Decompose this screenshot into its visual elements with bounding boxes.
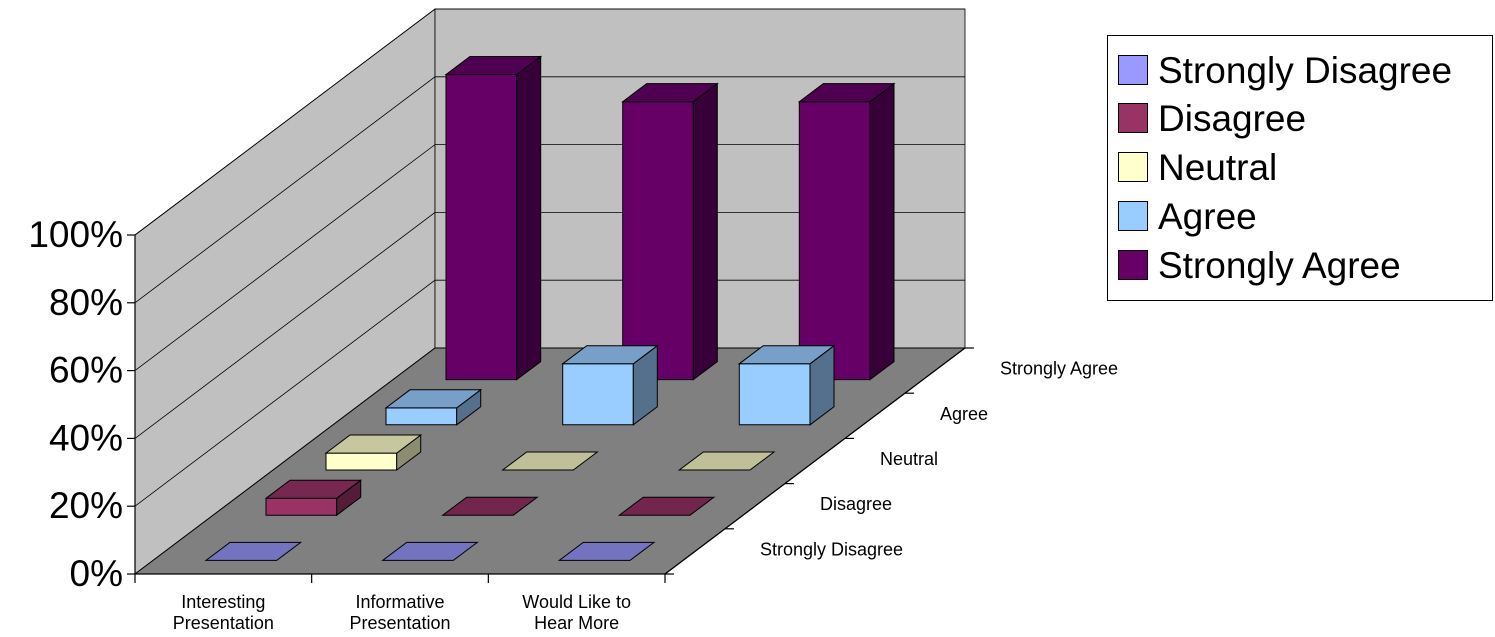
bar-neutral-2: [501, 451, 599, 471]
series-axis-label-agree: Agree: [940, 404, 988, 424]
gridline: [134, 8, 965, 236]
bar-flat: [381, 541, 479, 561]
legend-item-strongly-disagree: Strongly Disagree: [1118, 46, 1452, 94]
legend-item-disagree: Disagree: [1118, 94, 1306, 142]
bar-top: [444, 56, 543, 75]
x-category-label-line: Presentation: [173, 613, 274, 633]
bar-flat: [501, 451, 599, 471]
legend-label: Strongly Disagree: [1158, 49, 1453, 91]
bar-front: [562, 363, 634, 426]
bar-flat: [204, 541, 303, 561]
legend-swatch: [1118, 250, 1148, 280]
bar-flat: [557, 541, 656, 561]
x-category-label: Would Like to Hear More: [522, 592, 631, 633]
bar-strongly-disagree-2: [381, 541, 479, 561]
x-category-label-line: Informative: [355, 592, 444, 612]
bar-side: [516, 55, 542, 381]
bar-disagree-3: [617, 496, 716, 516]
bar-top: [621, 83, 719, 103]
legend-label: Strongly Agree: [1158, 244, 1401, 286]
bar-side: [692, 82, 718, 381]
chart-axes: [127, 234, 974, 583]
bar-strongly-agree-2: [621, 82, 719, 381]
bar-strongly-disagree-3: [557, 541, 656, 561]
x-category-label-line: Would Like to: [522, 592, 631, 612]
bar-top: [264, 479, 363, 499]
bar-front: [445, 74, 518, 381]
y-tick-label: 40%: [49, 417, 123, 458]
bar-flat: [677, 451, 776, 471]
bar-front: [738, 363, 811, 426]
legend-swatch: [1118, 152, 1148, 182]
x-category-label: Informative Presentation: [349, 592, 450, 633]
bar-strongly-agree-3: [797, 82, 896, 381]
legend-item-neutral: Neutral: [1118, 143, 1277, 191]
gridline: [134, 211, 965, 439]
y-tick-label: 100%: [28, 214, 123, 255]
gridline: [134, 279, 965, 507]
bar-neutral-3: [677, 451, 776, 471]
bar-front: [798, 101, 871, 381]
bar-top: [797, 83, 896, 103]
x-category-label: Interesting Presentation: [173, 592, 274, 633]
bar-top: [561, 345, 659, 365]
series-axis-label-disagree: Disagree: [820, 494, 892, 514]
y-tick-label: 20%: [49, 485, 123, 526]
bar-disagree-1: [264, 479, 363, 517]
gridline: [134, 76, 965, 304]
bar-front: [622, 101, 694, 381]
y-tick-label: 0%: [70, 553, 123, 594]
y-tick-label: 60%: [49, 350, 123, 391]
chart-bars: [204, 55, 896, 561]
bar-strongly-agree-1: [444, 55, 543, 381]
bar-flat: [617, 496, 716, 516]
bar-agree-3: [737, 344, 836, 426]
bar-front: [265, 497, 338, 516]
y-tick-label: 80%: [49, 282, 123, 323]
bar-flat: [441, 496, 539, 516]
bar-front: [325, 452, 398, 471]
bar-strongly-disagree-1: [204, 541, 303, 561]
legend-item-strongly-agree: Strongly Agree: [1118, 241, 1401, 289]
gridline: [134, 144, 965, 371]
bar-neutral-1: [324, 433, 423, 471]
legend-label: Neutral: [1158, 146, 1278, 188]
legend-swatch: [1118, 55, 1148, 85]
legend-item-agree: Agree: [1118, 192, 1257, 240]
chart-labels: 0%20%40%60%80%100%Interesting Presentatio…: [28, 214, 1118, 633]
bar-disagree-2: [441, 496, 539, 516]
x-category-label-line: Interesting: [181, 592, 265, 612]
legend-label: Agree: [1158, 195, 1257, 237]
depth-axis: [664, 347, 966, 575]
legend-swatch: [1118, 201, 1148, 231]
legend-label: Disagree: [1158, 97, 1307, 139]
series-axis-label-strongly-agree: Strongly Agree: [1000, 359, 1118, 379]
bar-agree-1: [384, 388, 483, 426]
bar-agree-2: [561, 344, 659, 426]
bar-top: [384, 389, 483, 409]
x-category-label-line: Presentation: [349, 613, 450, 633]
legend-swatch: [1118, 103, 1148, 133]
x-category-label-line: Hear More: [534, 613, 619, 633]
bar-top: [324, 434, 423, 454]
legend: Strongly Disagree Disagree Neutral Agree…: [1107, 35, 1493, 301]
bar-top: [737, 345, 836, 365]
series-axis-label-strongly-disagree: Strongly Disagree: [760, 539, 903, 559]
series-axis-label-neutral: Neutral: [880, 449, 938, 469]
bar-front: [385, 407, 458, 426]
bar-side: [869, 82, 895, 381]
